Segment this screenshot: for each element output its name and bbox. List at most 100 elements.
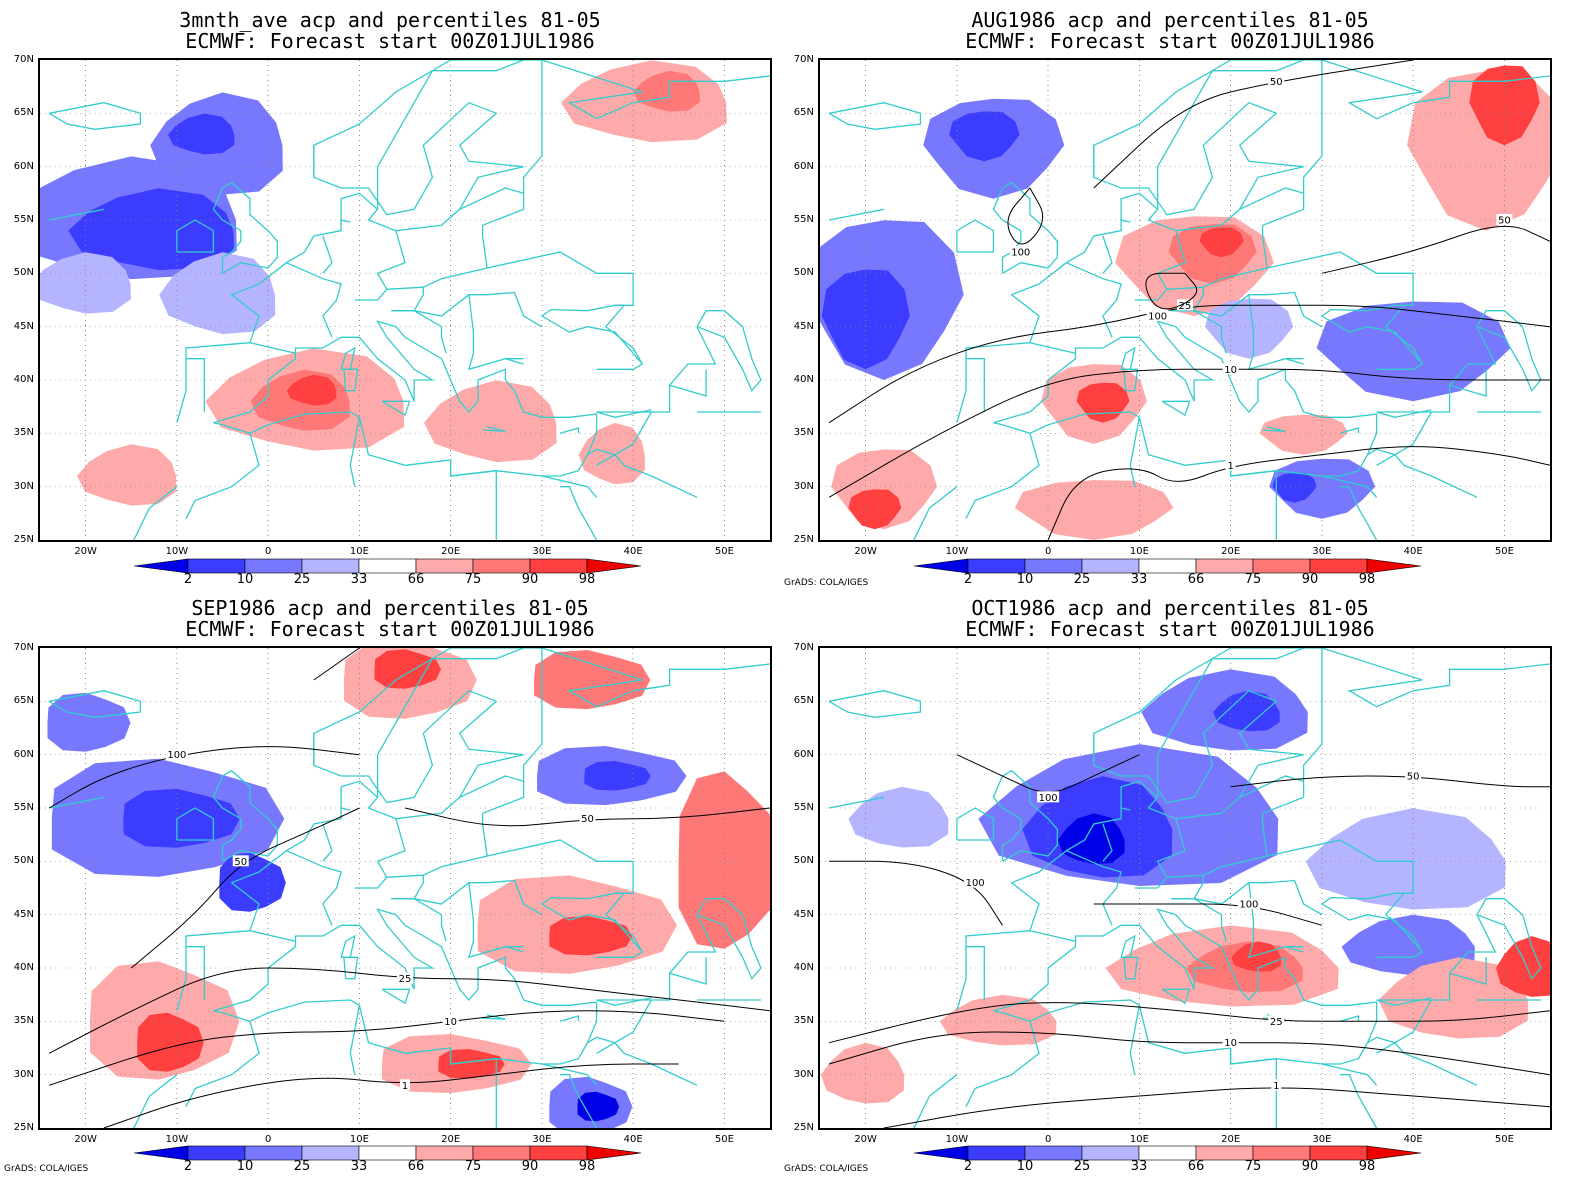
colorbar-label: 66 — [407, 572, 425, 587]
coastline — [413, 310, 447, 354]
contour-label-bg — [442, 1015, 459, 1027]
coastline — [993, 908, 1378, 1065]
shaded-region-b10 — [1213, 690, 1280, 732]
shaded-region-r75 — [534, 650, 651, 710]
shaded-region-b33 — [40, 252, 131, 314]
shaded-region-r66 — [820, 1042, 905, 1104]
coastline — [992, 769, 1058, 862]
coastline — [956, 60, 1550, 423]
coastline — [212, 181, 278, 274]
longitude-tick-label: 20W — [74, 1134, 97, 1145]
coastline — [669, 957, 707, 985]
coastline — [133, 1074, 178, 1128]
coastline — [1367, 448, 1478, 498]
coastline — [541, 475, 598, 498]
coastline — [596, 409, 652, 418]
longitude-tick-label: 30E — [532, 546, 552, 557]
contour-label-bg — [1268, 75, 1285, 87]
coastline — [1029, 930, 1076, 942]
colorbar-label: 2 — [963, 572, 973, 587]
colorbar-label: 25 — [293, 572, 311, 587]
coastlines — [828, 648, 1550, 1128]
coastline — [559, 427, 580, 434]
colorbar-label: 2 — [963, 1159, 973, 1174]
latitude-tick-label: 55N — [793, 802, 814, 813]
longitude-tick-label: 20E — [1221, 546, 1241, 557]
colorbar-label: 66 — [407, 1159, 425, 1174]
coastline — [560, 486, 598, 540]
latitude-tick-label: 50N — [13, 855, 34, 867]
shaded-region-r66 — [1014, 480, 1174, 540]
colorbar-arrow-right — [1366, 1145, 1422, 1161]
contour-label: 100 — [1148, 312, 1167, 323]
colorbar-segment — [1252, 558, 1311, 574]
latitude-tick-label: 65N — [793, 695, 814, 707]
contour-lines: 10 1 25 100 100 100 50 — [828, 754, 1550, 1128]
colorbar — [914, 558, 1422, 574]
shaded-region-b25 — [1316, 301, 1511, 402]
latitude-tick-label: 30N — [13, 480, 34, 492]
latitude-tick-label: 50N — [793, 855, 814, 867]
panel-title-line2: ECMWF: Forecast start 00Z01JUL1986 — [965, 29, 1375, 53]
latitude-tick-label: 30N — [13, 1068, 34, 1080]
shaded-region-b10 — [68, 188, 234, 271]
coastline — [1239, 187, 1304, 210]
longitude-tick-label: 0 — [264, 546, 272, 557]
coastline — [1066, 262, 1122, 338]
colorbar-arrow-left — [914, 558, 969, 574]
coastline — [1120, 807, 1131, 811]
shaded-region-r75 — [678, 771, 770, 949]
coastline — [381, 400, 411, 417]
colorbar — [134, 558, 642, 574]
contour-line — [828, 1031, 1550, 1076]
coastline — [913, 486, 958, 540]
colorbar-segment — [1138, 558, 1197, 574]
shading-layer — [820, 669, 1550, 1104]
latitude-tick-label: 35N — [13, 1015, 34, 1027]
coastline — [992, 181, 1058, 274]
colorbar-segment — [244, 1145, 303, 1161]
contour-label: 25 — [1270, 1017, 1283, 1028]
colorbar-label: 75 — [1244, 572, 1262, 587]
colorbar-label: 98 — [1358, 1159, 1376, 1174]
coastline — [185, 433, 260, 519]
coastline — [391, 291, 543, 328]
coastline — [669, 369, 707, 397]
coastline — [186, 358, 205, 412]
contour-line — [1093, 903, 1323, 926]
coastline — [340, 807, 351, 811]
shaded-region-r90 — [137, 1012, 204, 1072]
colorbar-segment — [1309, 1145, 1368, 1161]
panel-title-line1: AUG1986 acp and percentiles 81-05 — [971, 8, 1369, 32]
contour-label: 50 — [1498, 216, 1511, 227]
contour-label: 50 — [581, 814, 594, 825]
contour-label-bg — [1222, 1036, 1239, 1048]
contour-label: 10 — [1224, 1038, 1237, 1049]
shaded-region-r90 — [1199, 227, 1244, 258]
contour-label: 100 — [1039, 793, 1058, 804]
coastline — [1102, 823, 1113, 862]
shaded-region-r66 — [77, 444, 177, 506]
contour-line — [313, 648, 360, 681]
colorbar-label: 66 — [1187, 572, 1205, 587]
contour-line — [1093, 60, 1414, 189]
contour-label-bg — [1225, 459, 1236, 471]
latitude-tick-label: 25N — [13, 534, 34, 545]
coastline — [1029, 342, 1076, 354]
coastline — [966, 946, 985, 1000]
panel-title-line2: ECMWF: Forecast start 00Z01JUL1986 — [185, 29, 595, 53]
coastline — [1156, 60, 1304, 210]
coastline — [449, 1048, 497, 1065]
colorbar-label: 90 — [521, 1159, 539, 1174]
colorbar-label: 90 — [521, 572, 539, 587]
colorbar — [914, 1145, 1422, 1161]
panel-title-line1: SEP1986 acp and percentiles 81-05 — [191, 596, 589, 620]
coastline — [1229, 1048, 1277, 1065]
colorbar-arrow-right — [586, 1145, 642, 1161]
coastline — [376, 60, 524, 210]
colorbar-label: 10 — [1016, 1159, 1034, 1174]
latitude-tick-label: 55N — [793, 214, 814, 225]
shaded-region-b10 — [123, 788, 240, 848]
contour-label: 10 — [1224, 365, 1237, 376]
latitude-tick-label: 30N — [793, 1068, 814, 1080]
